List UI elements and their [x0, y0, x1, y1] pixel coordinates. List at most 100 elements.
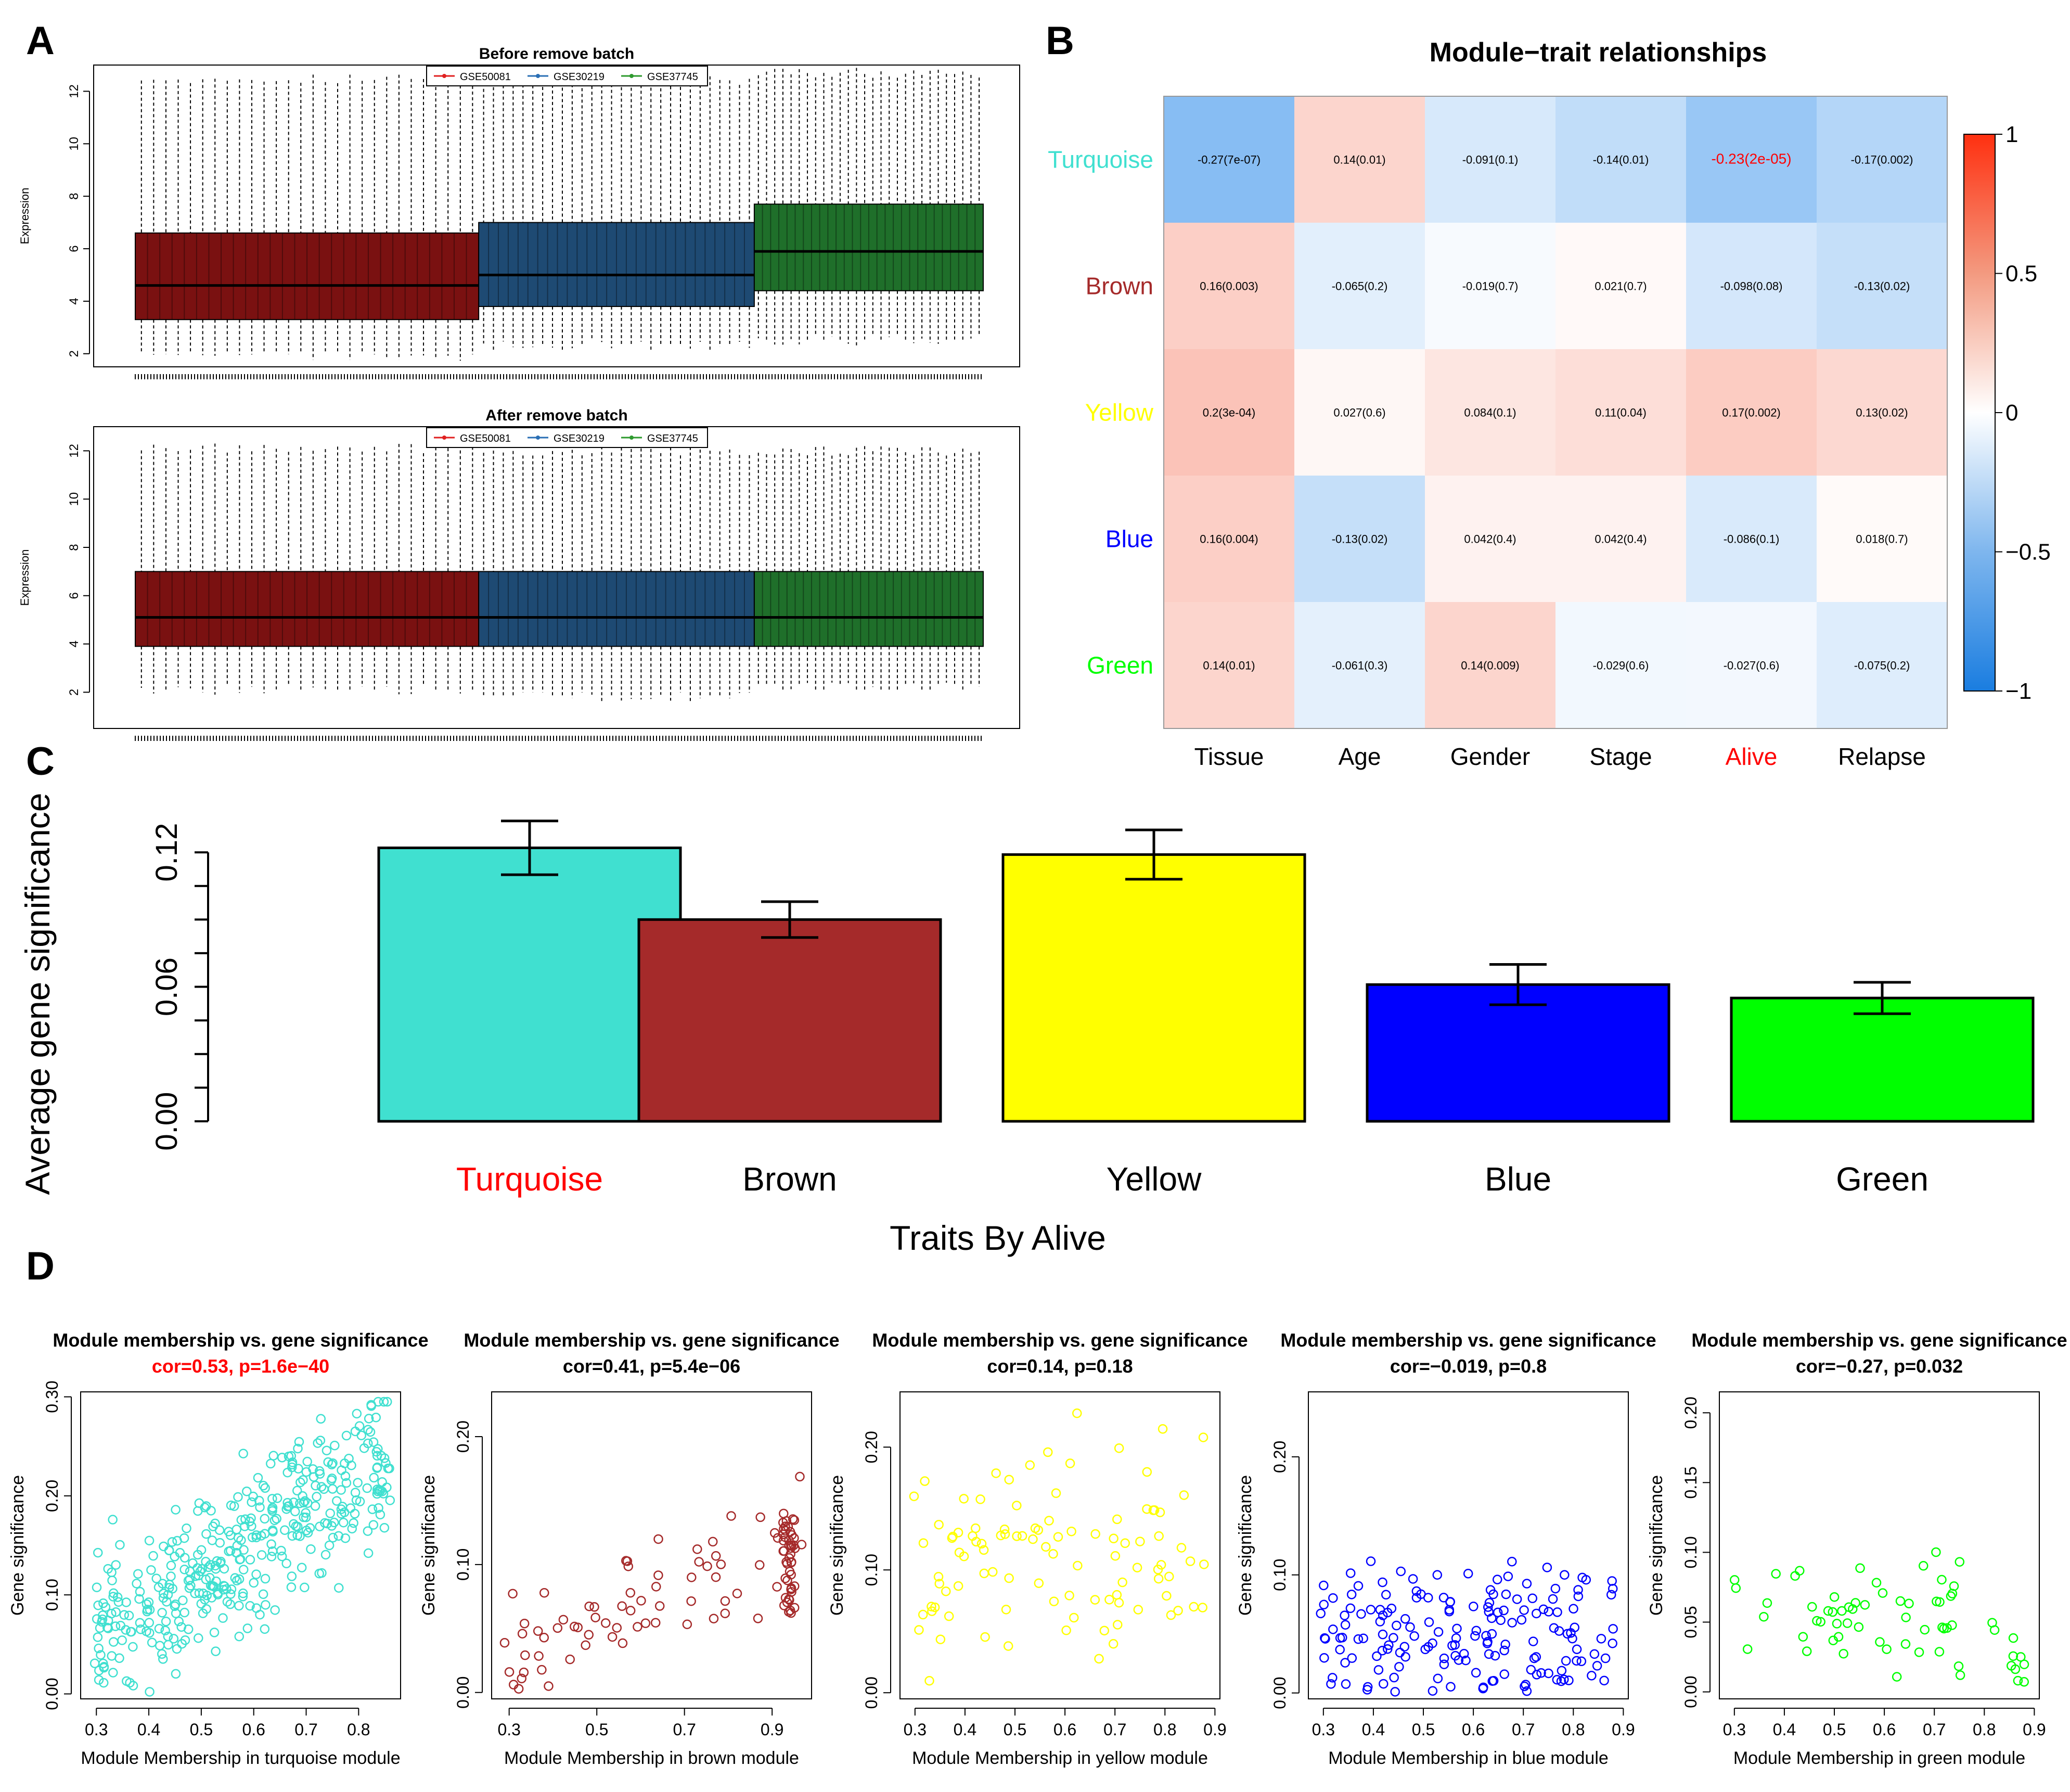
scatter-point: [346, 1461, 356, 1470]
scatter-point: [618, 1638, 628, 1648]
panel-label-a: A: [26, 19, 55, 63]
legend-box: [426, 427, 708, 448]
scatter-point: [1600, 1653, 1611, 1663]
scatter-point: [1409, 1631, 1419, 1641]
scatter-turquoise: Module membership vs. gene significance c…: [8, 1329, 429, 1768]
y-tick-label: 0.00: [862, 1676, 881, 1709]
bar: [377, 846, 682, 1123]
scatter-point: [1729, 1575, 1740, 1585]
x-tick-label: 0.7: [673, 1720, 696, 1739]
colorbar-tick-label: −1: [2005, 679, 2032, 704]
x-category-label: Turquoise: [456, 1160, 603, 1198]
scatter-point: [260, 1514, 270, 1524]
plot-title: Before remove batch: [479, 45, 634, 62]
scatter-point: [327, 1474, 337, 1483]
scatter-point: [1548, 1594, 1558, 1604]
scatter-point: [299, 1497, 308, 1508]
scatter-point: [1526, 1665, 1536, 1675]
scatter-point: [272, 1493, 282, 1503]
scatter-point: [308, 1472, 319, 1482]
scatter-point: [1850, 1598, 1860, 1608]
scatter-point: [786, 1557, 796, 1568]
scatter-point: [350, 1508, 360, 1519]
scatter-point: [151, 1573, 161, 1583]
scatter-point: [1844, 1602, 1854, 1612]
scatter-point: [362, 1483, 372, 1493]
x-tick-label: 0.3: [85, 1720, 108, 1739]
y-tick-label: 0.10: [1681, 1536, 1700, 1568]
scatter-point: [281, 1558, 291, 1569]
scatter-point: [124, 1610, 134, 1621]
scatter-point: [584, 1630, 594, 1640]
module-trait-heatmap: Module−trait relationships -0.27(7e-07) 0.…: [1048, 37, 2051, 770]
scatter-point: [654, 1601, 665, 1611]
scatter-point: [1557, 1666, 1567, 1676]
scatter-point: [1043, 1447, 1053, 1457]
scatter-point: [290, 1506, 300, 1517]
scatter-point: [345, 1503, 356, 1513]
scatter-point: [1012, 1531, 1022, 1541]
scatter-point: [499, 1637, 510, 1648]
scatter-point: [1384, 1640, 1394, 1650]
scatter-point: [249, 1578, 259, 1588]
scatter-point: [1829, 1592, 1840, 1602]
scatter-point: [260, 1483, 270, 1493]
x-tick-label: 0.7: [1923, 1720, 1946, 1739]
scatter-point: [347, 1524, 357, 1534]
scatter-point: [1025, 1460, 1035, 1470]
scatter-point: [1386, 1604, 1397, 1614]
scatter-point: [328, 1532, 338, 1543]
heatmap-cell-label: -0.086(0.1): [1724, 533, 1780, 546]
scatter-point: [372, 1451, 382, 1461]
scatter-brown: Module membership vs. gene significance c…: [419, 1329, 840, 1768]
scatter-point: [1500, 1640, 1510, 1649]
scatter-point: [508, 1589, 518, 1599]
scatter-point: [144, 1597, 154, 1607]
scatter-point: [999, 1525, 1010, 1534]
scatter-point: [1439, 1659, 1449, 1669]
y-axis-label: Gene significance: [419, 1475, 439, 1616]
scatter-point: [1451, 1633, 1461, 1643]
heatmap-cell-label: 0.17(0.002): [1722, 406, 1781, 419]
heatmap-cell: [1555, 96, 1686, 223]
panel-label-b: B: [1046, 19, 1074, 63]
scatter-point: [92, 1582, 102, 1593]
scatter-point: [266, 1552, 277, 1561]
scatter-point: [236, 1515, 247, 1525]
heatmap-cell: [1555, 602, 1686, 728]
scatter-point: [333, 1531, 344, 1541]
scatter-point: [193, 1506, 203, 1516]
scatter-point: [327, 1484, 338, 1494]
x-category-label: Yellow: [1107, 1160, 1202, 1198]
scatter-point: [1823, 1606, 1833, 1616]
scatter-point: [115, 1540, 125, 1550]
scatter-point: [1955, 1670, 1965, 1680]
scatter-point: [294, 1437, 304, 1447]
scatter-point: [959, 1551, 969, 1561]
scatter-point: [247, 1532, 258, 1542]
scatter-point: [323, 1518, 332, 1529]
heatmap-cell: [1294, 602, 1425, 728]
x-tick-label: 0.4: [954, 1720, 976, 1739]
heatmap-row-label: Yellow: [1085, 399, 1154, 426]
scatter-point: [367, 1504, 378, 1514]
scatter-point: [1381, 1590, 1391, 1600]
legend-label: GSE50081: [460, 433, 511, 444]
heatmap-cell-label: -0.075(0.2): [1854, 659, 1910, 672]
scatter-point: [135, 1586, 145, 1597]
box-body: [753, 203, 984, 291]
heatmap-cell: [1817, 223, 1947, 349]
x-tick-label: 0.5: [1004, 1720, 1026, 1739]
scatter-point: [1328, 1624, 1338, 1634]
heatmap-cell-label: 0.16(0.003): [1200, 280, 1258, 293]
scatter-point: [260, 1573, 271, 1584]
scatter-point: [251, 1569, 261, 1579]
scatter-point: [1347, 1653, 1357, 1663]
scatter-point: [377, 1477, 387, 1487]
scatter-point: [785, 1567, 795, 1577]
scatter-point: [182, 1524, 191, 1533]
scatter-point: [213, 1590, 223, 1599]
scatter-point: [1576, 1656, 1587, 1667]
scatter-point: [363, 1438, 373, 1449]
scatter-point: [1607, 1576, 1617, 1586]
